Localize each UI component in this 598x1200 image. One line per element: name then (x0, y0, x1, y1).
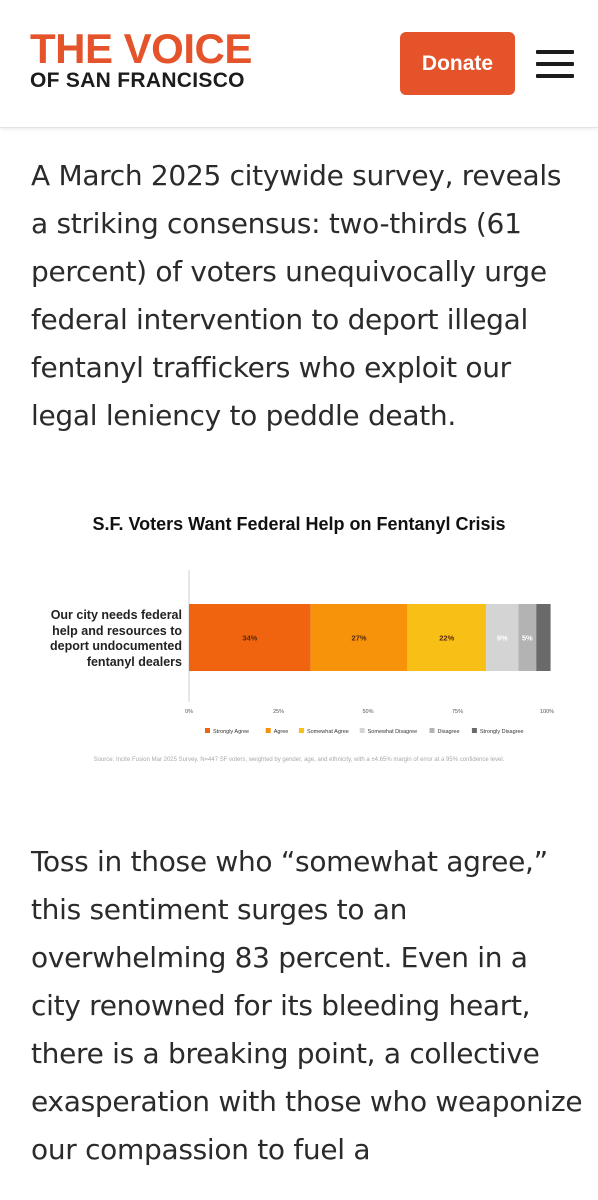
site-logo[interactable]: THE VOICE OF SAN FRANCISCO (30, 28, 252, 92)
legend-entry: Agree (274, 729, 289, 735)
legend-swatch (205, 728, 210, 733)
bar-segment-agree (310, 604, 408, 671)
bar-segment-somewhat-disagree (486, 604, 519, 671)
article-paragraph: A March 2025 citywide survey, reveals a … (31, 159, 562, 432)
logo-subtitle: OF SAN FRANCISCO (30, 69, 245, 92)
data-label: 9% (497, 634, 508, 643)
x-tick-label: 75% (452, 709, 463, 715)
legend-entry: Strongly Agree (213, 729, 249, 735)
legend-swatch (298, 728, 304, 733)
legend-swatch (471, 728, 477, 733)
bar-segment-disagree (518, 604, 537, 671)
chart-category-label: Our city needs federal help and resource… (50, 608, 182, 669)
hamburger-menu-icon[interactable] (536, 50, 574, 78)
x-tick-label: 25% (273, 709, 284, 715)
donate-button[interactable]: Donate (400, 32, 515, 95)
bar-segment-strongly-agree (189, 604, 311, 671)
legend-entry: Strongly Disagree (480, 729, 524, 735)
logo-title: THE VOICE (30, 25, 252, 72)
legend-swatch (265, 728, 271, 733)
legend-swatch (429, 728, 435, 733)
bar-segment-somewhat-agree (407, 604, 487, 671)
legend-entry: Disagree (438, 729, 460, 735)
bar-segment-strongly-disagree (536, 604, 551, 671)
article-paragraph: Toss in those who “somewhat agree,” this… (31, 845, 583, 1166)
legend-entry: Somewhat Agree (307, 729, 349, 735)
chart-title: S.F. Voters Want Federal Help on Fentany… (92, 514, 506, 534)
x-tick-label: 100% (540, 709, 554, 715)
x-tick-label: 50% (362, 709, 373, 715)
legend-swatch (359, 728, 365, 733)
legend-entry: Somewhat Disagree (368, 729, 418, 735)
data-label: 34% (242, 634, 257, 643)
data-label: 27% (352, 634, 367, 643)
chart-svg: 34% 27% 22% 9% 5% 0% 25% 50% 75% 100% Strongly Agr… (185, 570, 554, 735)
data-label: 22% (439, 634, 454, 643)
survey-chart: 34% 27% 22% 9% 5% 0% 25% 50% 75% 100% Strongly Agr… (0, 500, 598, 780)
x-tick-label: 0% (185, 709, 193, 715)
site-header: THE VOICE OF SAN FRANCISCO Donate (0, 0, 598, 128)
chart-source-note: Source: Incite Fusion Mar 2025 Survey, N… (93, 757, 505, 763)
data-label: 5% (522, 634, 533, 643)
